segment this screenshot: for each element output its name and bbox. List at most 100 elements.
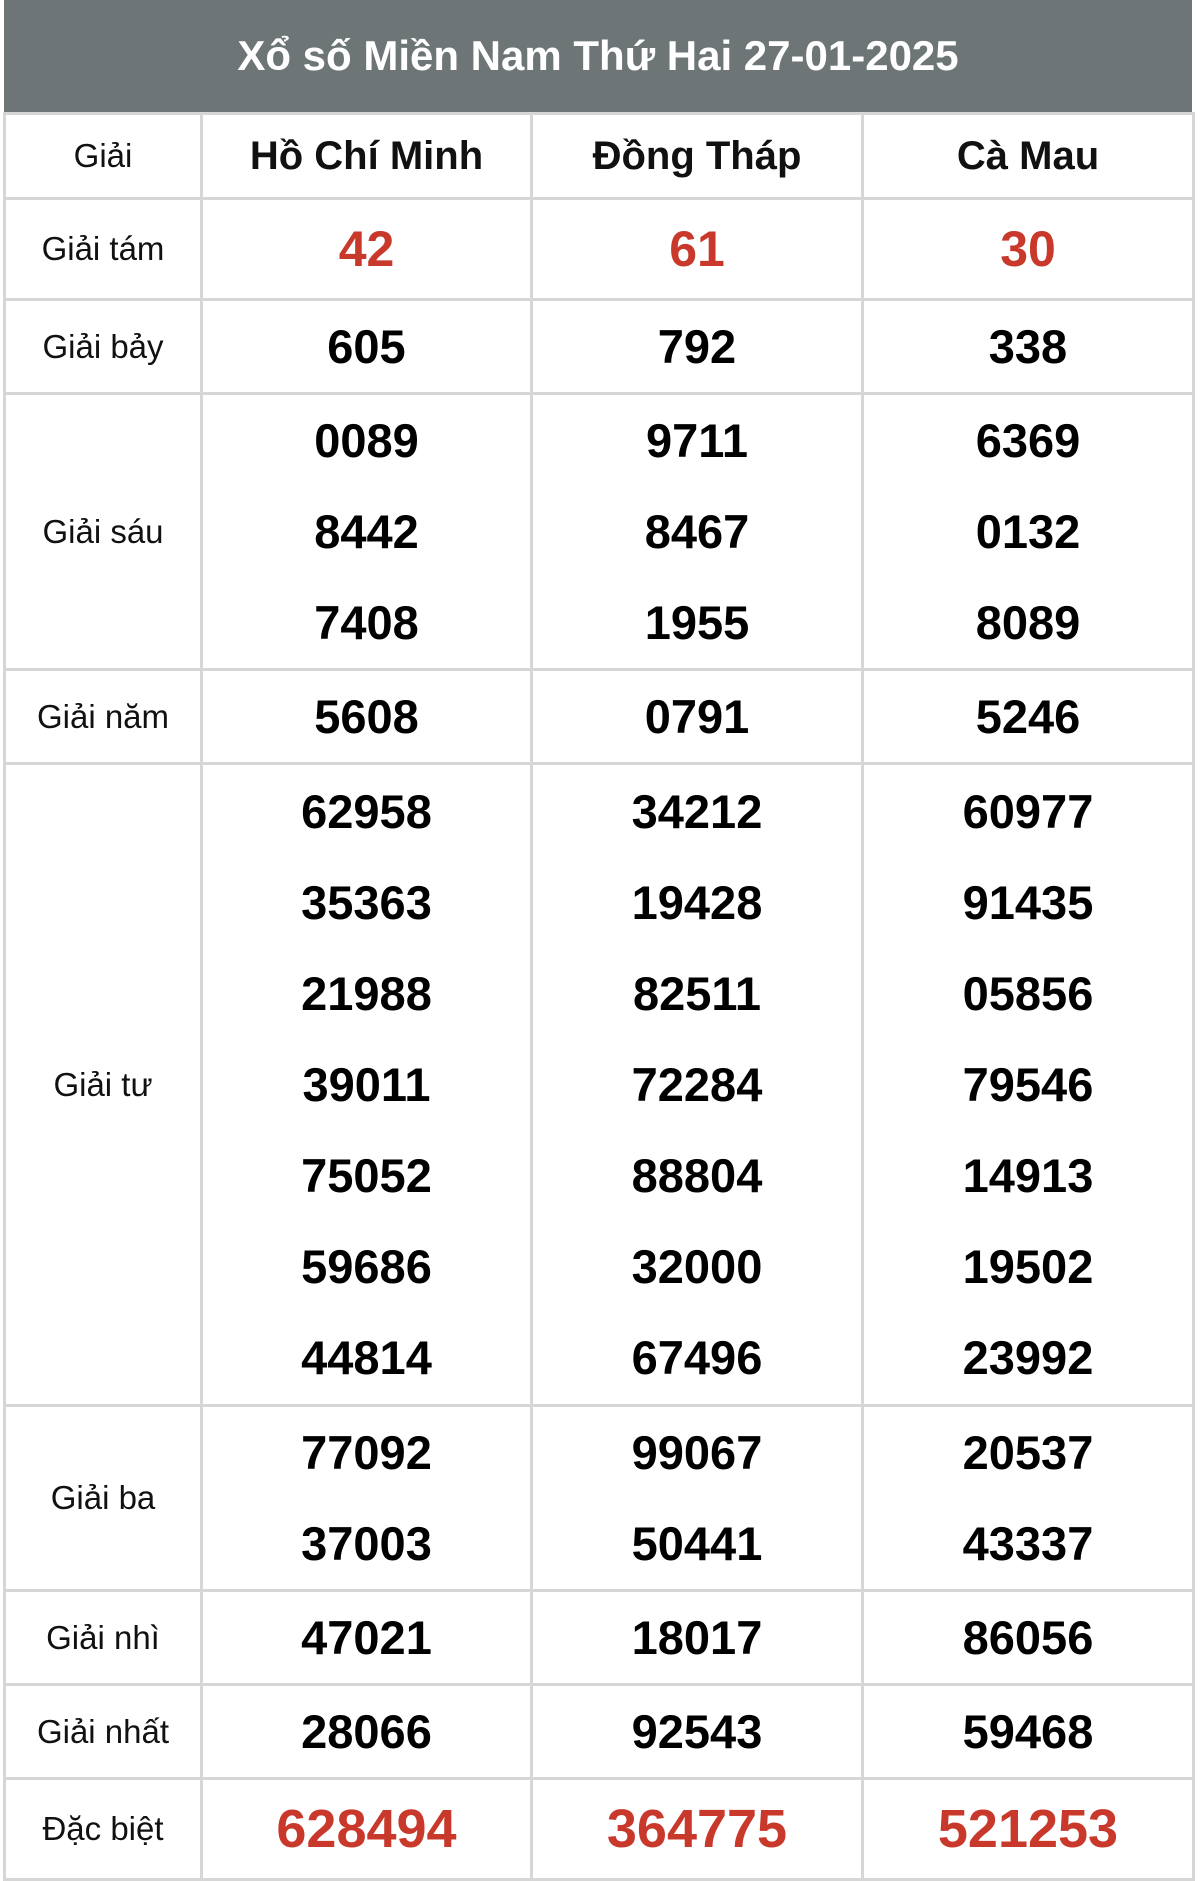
result-number: 35363: [301, 876, 432, 929]
result-number: 99067: [631, 1426, 763, 1479]
result-number: 50441: [631, 1517, 763, 1570]
result-number: 86056: [962, 1611, 1094, 1664]
prize-label: Giải tám: [3, 197, 203, 301]
result-number: 62958: [301, 785, 432, 838]
result-number: 8089: [975, 596, 1081, 649]
result-number: 792: [657, 320, 737, 373]
result-cell: 338: [861, 298, 1195, 395]
result-cell: 605: [200, 298, 533, 395]
result-number: 23992: [962, 1331, 1094, 1384]
result-number: 28066: [301, 1705, 432, 1758]
result-number: 9711: [646, 414, 748, 467]
result-number: 0089: [314, 414, 419, 467]
result-number: 75052: [301, 1149, 432, 1202]
result-cell: 47021: [200, 1589, 533, 1686]
result-number: 43337: [962, 1517, 1094, 1570]
result-cell: 5608: [200, 668, 533, 765]
result-cell: 62958 35363 21988 39011 75052 59686 44814: [200, 762, 533, 1407]
result-number: 6369: [975, 414, 1081, 467]
prize-row-giai-nam: Giải năm 5608 0791 5246: [3, 668, 1195, 765]
result-number: 0791: [644, 690, 750, 743]
result-number: 72284: [631, 1058, 763, 1111]
result-number: 77092: [301, 1426, 432, 1479]
result-number: 60977: [962, 785, 1094, 838]
prize-label: Đặc biệt: [3, 1777, 203, 1881]
result-number: 628494: [276, 1798, 457, 1859]
result-number: 59686: [301, 1240, 432, 1293]
prize-row-giai-tam: Giải tám 42 61 30: [3, 197, 1195, 301]
result-number: 42: [338, 220, 395, 277]
prize-row-giai-nhi: Giải nhì 47021 18017 86056: [3, 1589, 1195, 1686]
result-number: 5246: [975, 690, 1081, 743]
prize-row-giai-nhat: Giải nhất 28066 92543 59468: [3, 1683, 1195, 1780]
result-number: 8467: [644, 505, 750, 558]
result-number: 79546: [962, 1058, 1094, 1111]
results-table: Giải Hồ Chí Minh Đồng Tháp Cà Mau Giải t…: [3, 112, 1195, 1881]
result-number: 0132: [975, 505, 1081, 558]
result-cell: 0089 8442 7408: [200, 392, 533, 671]
result-number: 7408: [314, 596, 419, 649]
prize-header: Giải: [3, 112, 203, 200]
result-cell: 20537 43337: [861, 1404, 1195, 1592]
result-cell: 9711 8467 1955: [530, 392, 864, 671]
result-number: 338: [988, 320, 1068, 373]
result-cell: 92543: [530, 1683, 864, 1780]
city-header-ho-chi-minh: Hồ Chí Minh: [200, 112, 533, 200]
result-number: 39011: [302, 1058, 431, 1111]
result-cell: 86056: [861, 1589, 1195, 1686]
prize-row-giai-tu: Giải tư 62958 35363 21988 39011 75052 59686 448…: [3, 762, 1195, 1407]
result-number: 32000: [631, 1240, 763, 1293]
result-number: 59468: [962, 1705, 1094, 1758]
result-number: 21988: [301, 967, 432, 1020]
prize-label: Giải tư: [3, 762, 203, 1407]
result-cell: 61: [530, 197, 864, 301]
prize-label: Giải sáu: [3, 392, 203, 671]
result-number: 364775: [606, 1798, 788, 1859]
result-number: 18017: [631, 1611, 763, 1664]
result-cell: 99067 50441: [530, 1404, 864, 1592]
header-row: Giải Hồ Chí Minh Đồng Tháp Cà Mau: [3, 112, 1195, 200]
prize-label: Giải nhì: [3, 1589, 203, 1686]
result-number: 19428: [631, 876, 763, 929]
result-number: 19502: [962, 1240, 1094, 1293]
result-number: 8442: [314, 505, 419, 558]
result-number: 61: [669, 220, 725, 277]
result-cell: 364775: [530, 1777, 864, 1881]
city-header-ca-mau: Cà Mau: [861, 112, 1195, 200]
result-number: 521253: [937, 1798, 1119, 1859]
prize-label: Giải bảy: [3, 298, 203, 395]
result-cell: 77092 37003: [200, 1404, 533, 1592]
result-cell: 18017: [530, 1589, 864, 1686]
result-cell: 6369 0132 8089: [861, 392, 1195, 671]
prize-row-giai-ba: Giải ba 77092 37003 99067 50441 20537 43337: [3, 1404, 1195, 1592]
result-number: 30: [1000, 220, 1056, 277]
prize-row-giai-bay: Giải bảy 605 792 338: [3, 298, 1195, 395]
result-cell: 521253: [861, 1777, 1195, 1881]
result-cell: 34212 19428 82511 72284 88804 32000 67496: [530, 762, 864, 1407]
result-number: 14913: [962, 1149, 1094, 1202]
result-cell: 59468: [861, 1683, 1195, 1780]
result-number: 605: [327, 320, 406, 373]
result-number: 20537: [962, 1426, 1094, 1479]
city-header-dong-thap: Đồng Tháp: [530, 112, 864, 200]
result-number: 34212: [631, 785, 763, 838]
prize-label: Giải ba: [3, 1404, 203, 1592]
prize-label: Giải nhất: [3, 1683, 203, 1780]
result-cell: 0791: [530, 668, 864, 765]
result-number: 67496: [631, 1331, 763, 1384]
result-cell: 28066: [200, 1683, 533, 1780]
result-cell: 30: [861, 197, 1195, 301]
page-title: Xổ số Miền Nam Thứ Hai 27-01-2025: [4, 0, 1192, 112]
result-cell: 628494: [200, 1777, 533, 1881]
result-number: 82511: [632, 967, 762, 1020]
result-cell: 60977 91435 05856 79546 14913 19502 23992: [861, 762, 1195, 1407]
result-number: 5608: [314, 690, 419, 743]
result-number: 47021: [301, 1611, 432, 1664]
result-cell: 792: [530, 298, 864, 395]
result-number: 05856: [962, 967, 1094, 1020]
result-number: 88804: [631, 1149, 763, 1202]
result-number: 91435: [962, 876, 1094, 929]
result-number: 92543: [631, 1705, 763, 1758]
result-number: 1955: [644, 596, 750, 649]
prize-label: Giải năm: [3, 668, 203, 765]
